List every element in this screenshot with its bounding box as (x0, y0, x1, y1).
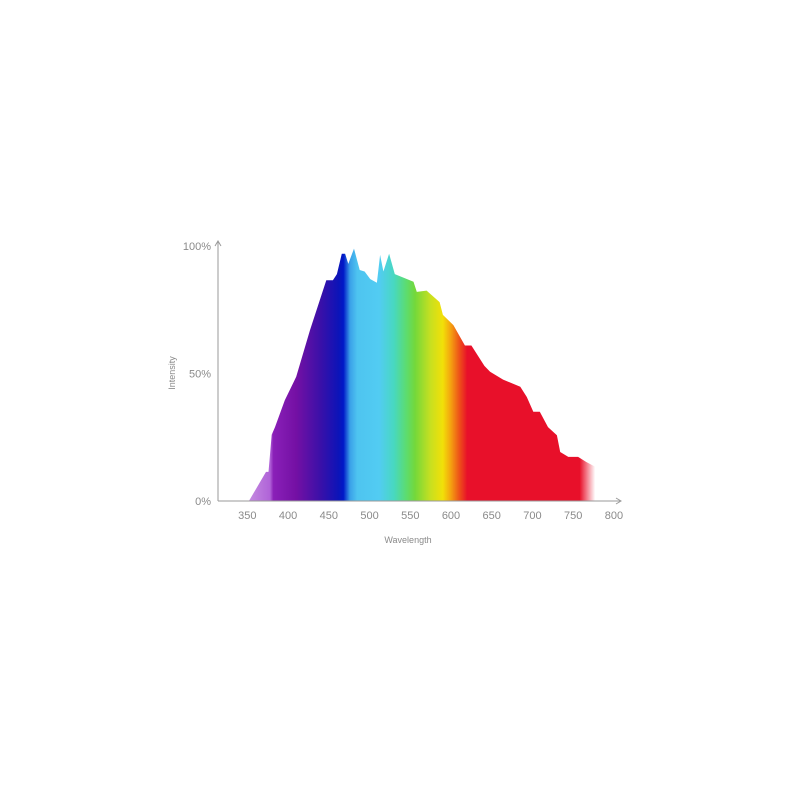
y-axis-label: Intensity (167, 356, 177, 390)
x-tick-label: 400 (279, 510, 297, 522)
y-axis-arrow-icon (214, 240, 222, 247)
spectrum-area (248, 248, 596, 501)
x-axis-arrow-icon (615, 497, 622, 505)
x-axis-label: Wavelength (384, 535, 431, 545)
y-tick-label: 0% (195, 496, 211, 508)
x-tick-label: 600 (442, 510, 460, 522)
x-tick-label: 800 (605, 510, 623, 522)
x-tick-label: 700 (523, 510, 541, 522)
y-tick-label: 100% (183, 241, 211, 253)
x-tick-label: 450 (320, 510, 338, 522)
x-tick-label: 500 (360, 510, 378, 522)
y-tick-label: 50% (189, 369, 211, 381)
x-tick-label: 750 (564, 510, 582, 522)
x-tick-label: 550 (401, 510, 419, 522)
x-tick-label: 650 (483, 510, 501, 522)
x-tick-label: 350 (238, 510, 256, 522)
